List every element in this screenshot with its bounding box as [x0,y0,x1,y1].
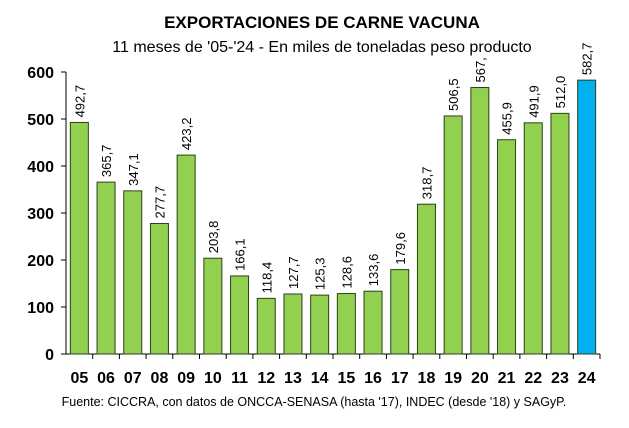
data-label: 128,6 [339,256,354,289]
x-tick-label: 19 [444,370,462,387]
chart-title: EXPORTACIONES DE CARNE VACUNA [164,13,480,32]
x-tick-label: 24 [578,370,596,387]
y-tick-label: 200 [27,253,54,270]
x-tick-label: 21 [498,370,516,387]
x-tick-label: 16 [364,370,382,387]
data-label: 455,9 [500,102,515,135]
bar-17 [390,269,410,355]
x-tick-label: 15 [337,370,355,387]
bar-07 [123,190,143,355]
x-tick-label: 14 [311,370,329,387]
bar-06 [96,181,116,355]
data-label: 118,4 [259,262,274,294]
bar-20 [470,87,490,355]
data-label: 492,7 [72,85,87,118]
x-tick-label: 12 [257,370,275,387]
data-label: 203,8 [206,221,221,254]
x-tick-label: 18 [418,370,436,387]
chart-source-note: Fuente: CICCRA, con datos de ONCCA-SENAS… [62,395,567,409]
bar-24 [577,79,597,355]
y-tick-label: 400 [27,159,54,176]
x-tick-label: 22 [524,370,542,387]
x-tick-label: 06 [97,370,115,387]
chart-subtitle: 11 meses de '05-'24 - En miles de tonela… [112,39,532,56]
bar-12 [256,297,276,355]
data-label: 582,7 [580,43,595,76]
data-label: 347,1 [126,153,141,186]
y-tick-label: 0 [45,347,54,364]
bar-16 [363,290,383,355]
bar-08 [149,222,169,355]
x-tick-label: 09 [177,370,195,387]
x-tick-label: 17 [391,370,409,387]
bar-21 [497,139,517,355]
data-label: 512,0 [553,76,568,109]
bar-14 [310,294,330,355]
data-label: 277,7 [152,186,167,219]
bar-05 [69,121,89,355]
bar-11 [230,275,250,355]
x-tick-label: 05 [70,370,88,387]
x-tick-label: 10 [204,370,222,387]
bar-23 [550,112,570,355]
data-label: 506,5 [446,78,461,111]
data-label: 125,3 [313,258,328,291]
bar-10 [203,257,223,355]
x-tick-label: 20 [471,370,489,387]
data-label: 179,6 [393,232,408,265]
data-label: 567, [473,57,488,82]
data-label: 423,2 [179,118,194,151]
y-tick-label: 300 [27,206,54,223]
bar-22 [523,122,543,355]
y-tick-label: 600 [27,65,54,82]
bar-15 [336,293,356,355]
y-tick-label: 500 [27,112,54,129]
x-tick-label: 23 [551,370,569,387]
x-tick-label: 13 [284,370,302,387]
data-label: 127,7 [286,256,301,289]
x-tick-label: 11 [231,370,248,387]
data-label: 491,9 [526,85,541,118]
data-label: 133,6 [366,254,381,287]
data-label: 166,1 [233,238,248,271]
x-tick-label: 07 [124,370,142,387]
bar-19 [443,115,463,355]
data-label: 318,7 [419,167,434,200]
data-label: 365,7 [99,145,114,178]
x-tick-label: 08 [151,370,169,387]
bar-13 [283,293,303,355]
bar-09 [176,154,196,355]
y-tick-label: 100 [27,300,54,317]
bar-18 [416,203,436,355]
